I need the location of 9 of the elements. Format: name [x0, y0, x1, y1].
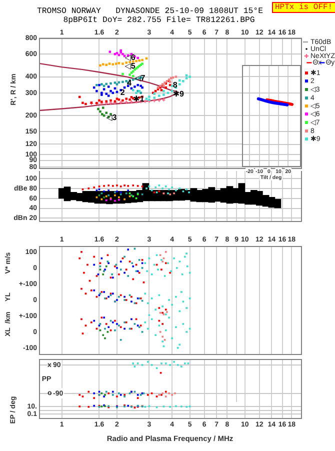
annotation: 2: [120, 88, 126, 97]
chart-subtitle: 8pBP6It DoY= 282.755 File= TR812261.BPG: [62, 16, 256, 26]
annotation: ◁5: [124, 61, 136, 70]
chart-title: TROMSO NORWAY DYNASONDE 25-10-09 1808UT 15°E: [36, 7, 263, 16]
text: HPTx is OFF!: [272, 2, 335, 13]
annotation: ✱9: [172, 89, 185, 98]
annotation: ◁3: [106, 112, 118, 122]
annotation: 8: [172, 80, 178, 90]
annotation: ◁6: [124, 52, 136, 62]
